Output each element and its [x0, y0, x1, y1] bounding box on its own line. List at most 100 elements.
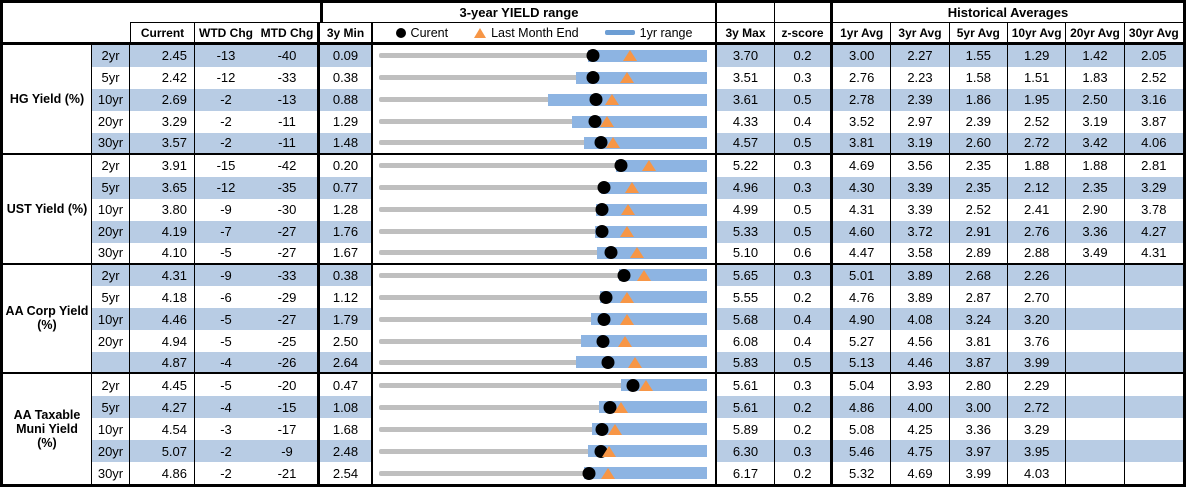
yield-range-chart: [373, 242, 717, 265]
mtd-chg-value: -30: [257, 198, 320, 221]
20yr-avg-value: [1066, 418, 1125, 441]
mtd-chg-value: -33: [257, 66, 320, 89]
3y-min-value: 2.54: [320, 462, 373, 484]
20yr-avg-value: 1.42: [1066, 45, 1125, 67]
yield-range-chart: [373, 374, 717, 397]
col-header-3y-min: 3y Min: [320, 23, 373, 45]
3y-range-track: [379, 448, 707, 454]
mtd-chg-value: -9: [257, 440, 320, 463]
3y-range-track: [379, 119, 707, 125]
10yr-avg-value: 1.29: [1007, 45, 1067, 67]
last-month-end-marker: [600, 467, 615, 479]
tenor-label: 2yr: [92, 45, 130, 67]
current-value: 4.19: [130, 220, 195, 243]
30yr-avg-value: [1125, 418, 1183, 440]
wtd-chg-value: -2: [220, 465, 232, 481]
1yr-avg-value: 5.04: [833, 374, 892, 397]
3y-range-track: [379, 294, 707, 300]
last-month-end-marker: [637, 269, 652, 281]
10yr-avg-value: 1.51: [1008, 66, 1067, 89]
3y-min-value: 1.79: [320, 308, 373, 331]
3y-min-value: 1.76: [320, 220, 373, 243]
20yr-avg-value: 1.88: [1066, 154, 1125, 177]
chart-plot-area: [379, 330, 707, 352]
1yr-range-bar: [594, 225, 707, 238]
z-score-value: 0.3: [775, 264, 833, 287]
10yr-avg-value: 1.88: [1008, 154, 1067, 177]
mtd-chg-value: -25: [257, 330, 320, 353]
30yr-avg-value: [1125, 374, 1183, 396]
tenor-label: 20yr: [92, 440, 130, 463]
last-month-end-marker: [624, 182, 639, 194]
1yr-range-bar: [575, 71, 707, 84]
wtd-chg-value: -15: [216, 158, 236, 174]
current-dot-icon: [395, 27, 406, 38]
30yr-avg-value: 3.87: [1141, 114, 1167, 130]
mtd-chg-value: -15: [257, 396, 320, 419]
20yr-avg-value: [1066, 308, 1125, 331]
z-score-value: 0.5: [775, 88, 833, 111]
20yr-avg-value: [1066, 352, 1125, 375]
20yr-avg-value: [1066, 286, 1125, 309]
1yr-range-bar: [618, 269, 707, 282]
3y-range-track: [379, 272, 707, 278]
last-month-end-triangle-icon: [474, 27, 487, 38]
yield-range-chart: [373, 110, 717, 133]
3yr-avg-value: 4.25: [891, 418, 950, 441]
z-score-value: 0.3: [775, 66, 833, 89]
30yr-avg-value: 4.27: [1124, 220, 1183, 243]
30yr-avg-value: 3.29: [1124, 176, 1183, 199]
1yr-avg-value: 5.01: [833, 264, 892, 287]
last-month-end-marker: [620, 291, 635, 303]
mtd-chg-value: -13: [257, 88, 320, 111]
chart-plot-area: [379, 265, 707, 287]
20yr-avg-value: [1066, 264, 1125, 287]
z-score-value: 0.3: [775, 154, 833, 177]
yield-range-chart: [373, 286, 717, 309]
mtd-chg-value: -11: [257, 110, 320, 133]
3y-min-value: 1.48: [320, 132, 373, 155]
z-score-value: 0.5: [775, 220, 833, 243]
3y-range-track: [379, 250, 707, 256]
3y-range-track: [379, 316, 707, 322]
3y-min-value: 0.20: [320, 154, 373, 177]
col-header-mtd-chg: MTD Chg: [257, 23, 320, 45]
3y-min-value: 0.38: [320, 66, 373, 89]
1yr-range-bar: [596, 203, 707, 216]
10yr-avg-value: 2.72: [1007, 396, 1067, 419]
historical-averages-title: Historical Averages: [833, 3, 1183, 23]
wtd-chg-value: -12: [195, 176, 257, 199]
wtd-chg-value: -5: [220, 333, 232, 349]
mtd-chg-value: -11: [257, 132, 320, 155]
3y-max-value: 5.61: [717, 374, 775, 397]
30yr-avg-value: 4.06: [1124, 132, 1183, 155]
current-value: 3.80: [130, 198, 195, 221]
z-score-value: 0.5: [775, 198, 833, 221]
current-marker: [595, 203, 609, 217]
30yr-avg-value: [1124, 264, 1183, 287]
30yr-avg-value: 4.31: [1124, 243, 1183, 265]
5yr-avg-value: 2.80: [950, 374, 1008, 397]
last-month-end-marker: [605, 137, 620, 149]
chart-plot-area: [379, 67, 707, 89]
z-score-value: 0.2: [775, 462, 833, 484]
30yr-avg-value: [1124, 352, 1183, 375]
tenor-label: 20yr: [92, 220, 130, 243]
mtd-chg-value: -33: [257, 264, 320, 287]
1yr-range-bar: [584, 467, 707, 480]
1yr-avg-value: 2.78: [833, 88, 892, 111]
1yr-range-bar: [600, 181, 707, 194]
3y-min-value: 1.67: [320, 242, 373, 265]
wtd-chg-value: -4: [195, 396, 257, 419]
3y-max-value: 3.51: [717, 66, 775, 89]
20yr-avg-value: [1066, 374, 1125, 397]
z-score-value: 0.2: [775, 396, 833, 419]
last-month-end-marker: [620, 226, 635, 238]
10yr-avg-value: 2.26: [1007, 264, 1067, 287]
chart-plot-area: [379, 374, 707, 396]
30yr-avg-value: 2.52: [1141, 70, 1167, 86]
chart-plot-area: [379, 199, 707, 221]
3y-range-track: [379, 207, 707, 213]
20yr-avg-value: 3.19: [1066, 110, 1125, 133]
5yr-avg-value: 2.35: [950, 154, 1008, 177]
